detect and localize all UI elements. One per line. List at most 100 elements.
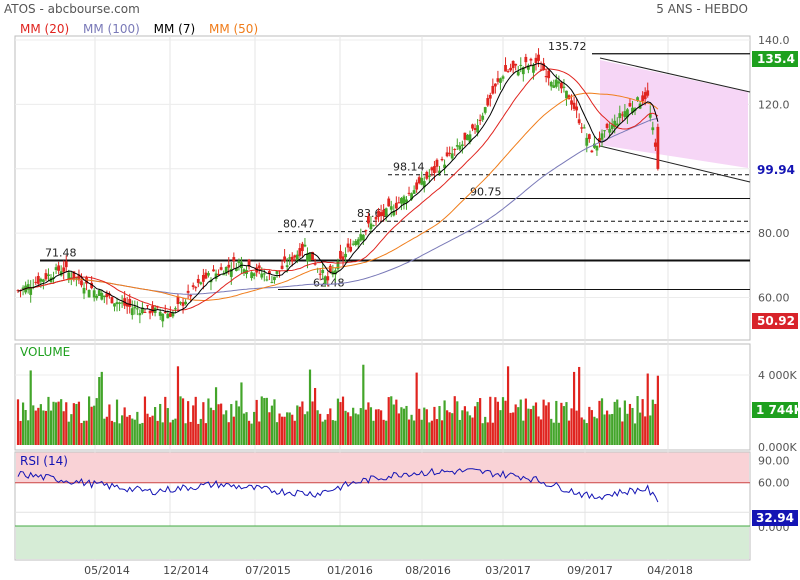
volume-bar — [570, 408, 573, 445]
candle-body — [189, 294, 193, 297]
volume-bar — [583, 419, 586, 445]
volume-bar — [268, 412, 271, 445]
candle-body — [102, 295, 106, 297]
candle-body — [592, 143, 596, 148]
candle-body — [130, 308, 134, 316]
candle-body — [260, 273, 264, 278]
volume-bar — [49, 410, 53, 445]
candle-body — [509, 67, 513, 71]
volume-bar — [29, 370, 32, 445]
volume-bar — [199, 418, 202, 445]
candle-body — [440, 159, 444, 161]
candle-body — [212, 269, 215, 272]
candle-body — [610, 124, 614, 129]
candle-body — [181, 302, 185, 306]
candle-body — [643, 92, 647, 100]
volume-bar — [428, 422, 431, 445]
candle-body — [354, 241, 358, 246]
volume-bar — [636, 396, 639, 445]
volume-bar — [245, 412, 248, 445]
rsi-badge: 32.94 — [756, 511, 794, 525]
volume-bar — [468, 415, 472, 445]
candle-body — [351, 243, 355, 245]
volume-bar — [402, 408, 406, 445]
volume-bar — [514, 404, 517, 445]
candle-body — [135, 308, 139, 310]
volume-bar — [489, 396, 492, 445]
volume-bar — [542, 399, 545, 445]
volume-bar — [103, 418, 106, 445]
volume-bar — [484, 416, 487, 445]
volume-bar — [306, 411, 309, 445]
volume-bar — [512, 412, 515, 445]
volume-bar — [491, 422, 494, 445]
volume-bar — [377, 409, 380, 445]
volume-bar — [128, 415, 131, 445]
candle-body — [552, 85, 556, 88]
candle-body — [565, 90, 568, 99]
volume-bar — [578, 366, 581, 445]
candle-body — [427, 175, 431, 177]
candle-body — [364, 230, 368, 232]
candle-body — [455, 145, 459, 147]
candle-body — [214, 273, 218, 279]
candle-body — [575, 106, 579, 111]
volume-bar — [433, 406, 436, 445]
candle-body — [608, 128, 612, 133]
volume-bar — [240, 382, 243, 445]
volume-bar — [24, 410, 27, 445]
volume-bar — [331, 420, 334, 445]
candle-body — [422, 181, 426, 188]
volume-bar — [649, 415, 652, 445]
candle-body — [478, 119, 482, 121]
volume-bar — [253, 411, 256, 445]
candle-body — [217, 273, 220, 275]
candle-body — [636, 97, 639, 101]
volume-bar — [344, 410, 347, 445]
volume-bar — [595, 418, 599, 445]
volume-bar — [453, 396, 456, 445]
candle-body — [631, 107, 634, 113]
price-tick-label: 80.00 — [758, 227, 790, 240]
volume-bar — [575, 410, 578, 445]
candle-body — [547, 70, 551, 79]
candle-body — [405, 199, 408, 203]
candle-body — [227, 264, 231, 268]
volume-bar — [656, 375, 659, 445]
candle-body — [201, 274, 205, 282]
candle-body — [448, 152, 452, 154]
volume-bar — [72, 403, 75, 445]
candle-body — [222, 274, 226, 276]
candle-body — [526, 65, 530, 70]
volume-bar — [352, 407, 355, 445]
volume-bar — [646, 373, 649, 445]
volume-bar — [319, 413, 322, 445]
candle-body — [458, 145, 462, 150]
volume-bar — [446, 410, 449, 445]
volume-bar — [131, 418, 134, 445]
volume-bar — [423, 407, 426, 445]
candle-body — [52, 277, 55, 279]
volume-bar — [118, 423, 121, 445]
candle-body — [47, 274, 50, 277]
candle-body — [158, 311, 162, 316]
volume-bar — [280, 416, 284, 445]
candle-body — [75, 277, 78, 279]
volume-bar — [27, 420, 30, 445]
candle-body — [108, 293, 111, 296]
volume-bar — [258, 421, 261, 445]
volume-bar — [220, 403, 223, 445]
candle-body — [562, 86, 566, 88]
volume-bar — [250, 423, 253, 445]
candle-body — [542, 63, 546, 71]
candle-body — [262, 273, 266, 275]
volume-bar — [136, 411, 139, 445]
last-badge-bg — [752, 162, 798, 178]
volume-bar — [395, 399, 398, 445]
volume-bar — [52, 401, 55, 445]
candle-body — [293, 255, 297, 258]
volume-badge: 1 744K — [756, 403, 800, 417]
volume-bar — [443, 400, 446, 445]
x-tick-label: 04/2018 — [647, 564, 693, 577]
